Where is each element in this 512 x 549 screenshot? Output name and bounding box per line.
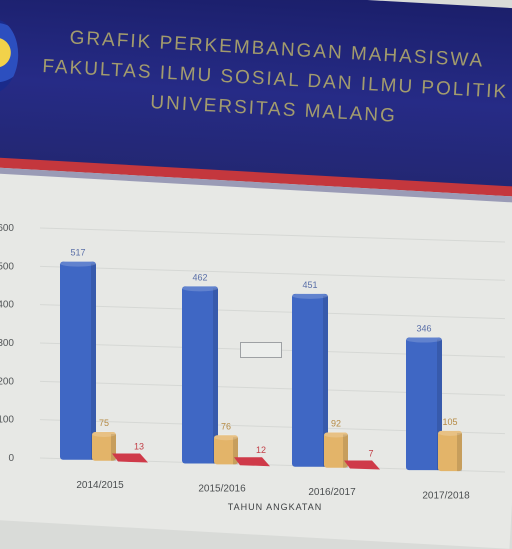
bar-series-1 (292, 293, 328, 467)
value-label: 92 (331, 418, 341, 428)
category-label: 2015/2016 (198, 484, 246, 495)
x-axis-label: TAHUN ANGKATAN (227, 502, 323, 512)
value-labels-group: 517 75 13 462 76 12 451 92 7 346 105 (70, 248, 457, 459)
y-tick-label: 300 (0, 338, 14, 349)
bar-series-2 (324, 432, 348, 468)
title-banner: GRAFIK PERKEMBANGAN MAHASISWA FAKULTAS I… (0, 0, 512, 190)
value-label: 12 (256, 445, 266, 455)
value-label: 76 (221, 421, 231, 431)
bar-shadow (323, 295, 328, 467)
bar-shadow (91, 263, 96, 460)
bars-group (60, 260, 462, 472)
bar-series-3 (234, 457, 270, 467)
bar-cap (292, 292, 328, 299)
bar-shadow (457, 432, 462, 472)
bar-cap (60, 260, 96, 267)
bar-cap (438, 429, 462, 436)
chart-legend (240, 342, 282, 358)
bar-shadow (213, 288, 218, 464)
bar-series-3 (112, 453, 148, 463)
value-label: 75 (99, 418, 109, 428)
bar-cap (214, 434, 238, 441)
value-label: 462 (192, 272, 207, 282)
gridline (39, 304, 506, 320)
bar-series-2 (438, 430, 462, 472)
bar-chart: 0 100 200 300 400 500 600 517 75 13 462 76 12 451 92 7… (0, 223, 506, 501)
y-tick-label: 500 (0, 261, 14, 272)
value-label: 7 (368, 449, 373, 459)
value-label: 517 (70, 248, 85, 258)
value-label: 346 (416, 324, 431, 334)
category-label: 2014/2015 (76, 480, 124, 491)
bar-series-3 (344, 460, 380, 470)
value-label: 451 (302, 280, 317, 290)
bar-shadow (111, 434, 116, 461)
gridline (39, 227, 506, 243)
bar-cap (92, 431, 116, 438)
y-tick-label: 200 (0, 376, 14, 387)
bar-shadow (437, 339, 442, 471)
category-label: 2017/2018 (422, 490, 470, 501)
y-tick-label: 0 (8, 453, 14, 464)
bar-series-2 (214, 435, 238, 465)
bar-shadow (343, 434, 348, 468)
y-tick-label: 400 (0, 300, 14, 311)
bar-shadow (233, 437, 238, 465)
category-labels-group: 2014/2015 2015/2016 2016/2017 2017/2018 (76, 480, 470, 501)
y-tick-label: 100 (0, 415, 14, 426)
value-label: 105 (442, 417, 457, 427)
value-label: 13 (134, 442, 144, 452)
bar-cap (324, 431, 348, 438)
bar-cap (406, 336, 442, 343)
category-label: 2016/2017 (308, 487, 356, 498)
bar-series-1 (60, 261, 96, 460)
gridline (39, 265, 506, 281)
bar-series-1 (182, 286, 218, 464)
y-tick-label: 600 (0, 223, 14, 234)
bar-series-1 (406, 337, 442, 471)
bar-cap (182, 285, 218, 292)
bar-series-2 (92, 432, 116, 461)
